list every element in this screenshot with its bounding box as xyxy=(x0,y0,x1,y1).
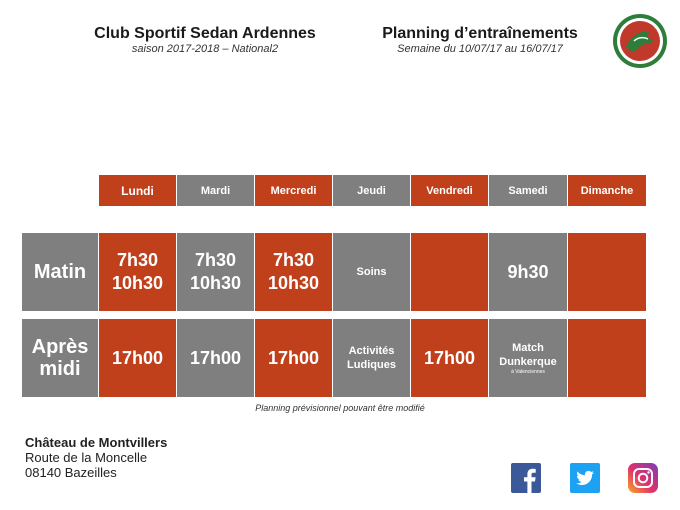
cell-line: 17h00 xyxy=(267,347,320,368)
facebook-icon[interactable] xyxy=(511,463,541,493)
cell-matin-lundi: 7h30 10h30 xyxy=(99,233,176,311)
row-label-matin: Matin xyxy=(22,233,98,311)
cell-apres-midi-lundi: 17h00 xyxy=(99,319,176,397)
day-header-mardi: Mardi xyxy=(177,175,254,206)
address-block: Château de Montvillers Route de la Monce… xyxy=(25,435,167,480)
twitter-icon[interactable] xyxy=(570,463,600,493)
cell-line-small: à Valenciennes xyxy=(511,369,545,375)
cell-line: 7h30 xyxy=(272,250,314,270)
cell-apres-midi-vendredi: 17h00 xyxy=(411,319,488,397)
club-header: Club Sportif Sedan Ardennes saison 2017-… xyxy=(70,24,340,56)
cell-line: 7h30 xyxy=(116,250,158,270)
row-label-line: Après xyxy=(31,336,89,358)
day-header-vendredi: Vendredi xyxy=(411,175,488,206)
cell-apres-midi-jeudi: Activités Ludiques xyxy=(333,319,410,397)
cell-matin-jeudi: Soins xyxy=(333,233,410,311)
cell-matin-dimanche xyxy=(568,233,646,311)
planning-note: Planning prévisionnel pouvant être modif… xyxy=(255,403,425,413)
cell-line: Soins xyxy=(356,266,387,278)
cell-line: 7h30 xyxy=(194,250,236,270)
planning-title: Planning d’entraînements xyxy=(382,25,578,42)
cell-line: 17h00 xyxy=(423,347,476,368)
row-label-line: midi xyxy=(39,358,81,380)
cell-matin-samedi: 9h30 xyxy=(489,233,567,311)
cell-matin-vendredi xyxy=(411,233,488,311)
day-header-mercredi: Mercredi xyxy=(255,175,332,206)
cell-matin-mardi: 7h30 10h30 xyxy=(177,233,254,311)
cell-line: Ludiques xyxy=(347,359,396,371)
address-line: 08140 Bazeilles xyxy=(25,465,117,480)
planning-subtitle: Semaine du 10/07/17 au 16/07/17 xyxy=(397,43,563,55)
cell-line: 10h30 xyxy=(189,273,242,293)
cell-apres-midi-dimanche xyxy=(568,319,646,397)
club-subtitle: saison 2017-2018 – National2 xyxy=(131,43,279,55)
cell-line: Match xyxy=(512,342,544,354)
address-line: Route de la Moncelle xyxy=(25,450,148,465)
day-header-samedi: Samedi xyxy=(489,175,567,206)
cell-line: 10h30 xyxy=(267,273,320,293)
cell-line: 17h00 xyxy=(189,347,242,368)
venue-name: Château de Montvillers xyxy=(25,435,168,450)
cell-line: 10h30 xyxy=(111,273,164,293)
row-label-apres-midi: Après midi xyxy=(22,319,98,397)
instagram-icon[interactable] xyxy=(628,463,658,493)
cell-apres-midi-mercredi: 17h00 xyxy=(255,319,332,397)
cell-apres-midi-mardi: 17h00 xyxy=(177,319,254,397)
day-header-lundi: Lundi xyxy=(99,175,176,206)
cell-line: 17h00 xyxy=(111,347,164,368)
planning-header: Planning d’entraînements Semaine du 10/0… xyxy=(345,24,615,56)
day-header-jeudi: Jeudi xyxy=(333,175,410,206)
day-header-dimanche: Dimanche xyxy=(568,175,646,206)
cell-line: 9h30 xyxy=(507,261,549,282)
cell-line: Dunkerque xyxy=(499,356,557,368)
cell-apres-midi-samedi: Match Dunkerque à Valenciennes xyxy=(489,319,567,397)
cell-matin-mercredi: 7h30 10h30 xyxy=(255,233,332,311)
cell-line: Activités xyxy=(348,345,395,357)
club-title: Club Sportif Sedan Ardennes xyxy=(94,25,316,42)
club-logo xyxy=(613,14,667,68)
